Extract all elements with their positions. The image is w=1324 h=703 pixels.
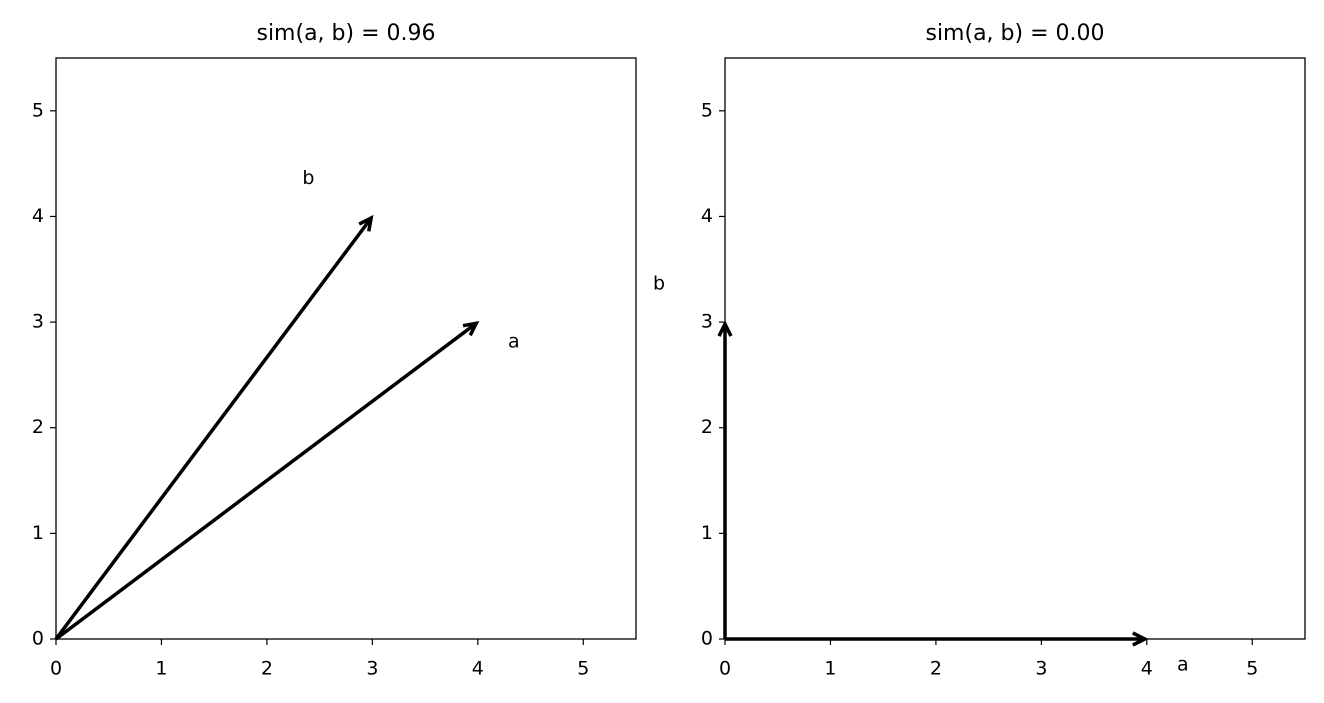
subplot: sim(a, b) = 0.00 0 1 2 3 4 5 0 1 2 3 4 5 a b — [653, 21, 1306, 680]
x-tick-label: 4 — [1141, 658, 1153, 680]
vector-label: b — [302, 167, 314, 189]
y-tick-label: 5 — [32, 99, 44, 121]
y-tick-label: 2 — [701, 416, 713, 438]
vector-label: a — [1177, 654, 1189, 676]
x-tick-label: 1 — [824, 658, 836, 680]
axes-frame — [724, 57, 1306, 640]
y-tick-label: 0 — [32, 628, 44, 650]
subplot-title: sim(a, b) = 0.00 — [925, 21, 1104, 46]
vector-label: a — [508, 331, 520, 353]
y-tick-label: 1 — [701, 522, 713, 544]
x-tick-label: 1 — [155, 658, 167, 680]
x-tick-label: 0 — [50, 658, 62, 680]
axes-frame — [55, 57, 637, 640]
x-tick-label: 3 — [1035, 658, 1047, 680]
x-tick-label: 2 — [261, 658, 273, 680]
y-tick-label: 1 — [32, 522, 44, 544]
vector-arrow — [54, 214, 374, 641]
x-tick-label: 0 — [719, 658, 731, 680]
y-tick-label: 0 — [701, 628, 713, 650]
vector-label: b — [653, 273, 665, 295]
vector-arrow — [54, 320, 480, 641]
y-tick-label: 3 — [701, 311, 713, 333]
x-tick-label: 5 — [1246, 658, 1258, 680]
y-tick-label: 5 — [701, 99, 713, 121]
x-tick-label: 4 — [472, 658, 484, 680]
y-tick-label: 4 — [701, 205, 713, 227]
x-tick-label: 2 — [930, 658, 942, 680]
y-tick-label: 3 — [32, 311, 44, 333]
y-tick-label: 4 — [32, 205, 44, 227]
x-tick-label: 5 — [577, 658, 589, 680]
x-tick-label: 3 — [366, 658, 378, 680]
subplot-title: sim(a, b) = 0.96 — [256, 21, 435, 46]
subplot: sim(a, b) = 0.96 0 1 2 3 4 5 0 1 2 3 4 5 a b — [32, 21, 637, 680]
y-tick-label: 2 — [32, 416, 44, 438]
